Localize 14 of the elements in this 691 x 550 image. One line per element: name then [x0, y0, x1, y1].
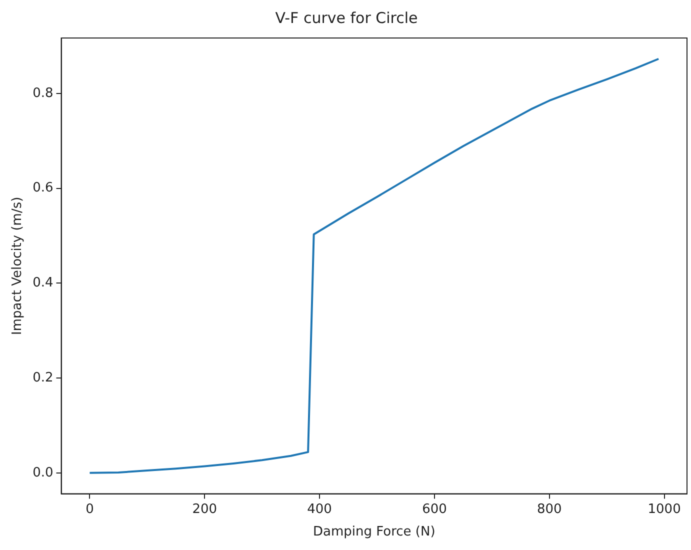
y-tick-label: 0.8: [32, 86, 54, 101]
x-tick-label: 400: [307, 502, 332, 517]
y-tick-label: 0.4: [32, 276, 54, 291]
y-tick-label: 0.0: [32, 465, 54, 480]
x-tick-label: 600: [422, 502, 447, 517]
y-tick-label: 0.2: [32, 370, 54, 386]
chart-title: V-F curve for Circle: [275, 8, 418, 27]
x-axis-title: Damping Force (N): [312, 524, 436, 540]
x-tick-label: 200: [192, 502, 218, 517]
x-tick-label: 0: [86, 502, 94, 517]
x-tick-label: 1000: [648, 502, 681, 517]
y-axis-title: Impact Velocity (m/s): [10, 196, 26, 335]
x-tick-label: 800: [536, 502, 562, 517]
y-tick-label: 0.6: [32, 180, 54, 196]
